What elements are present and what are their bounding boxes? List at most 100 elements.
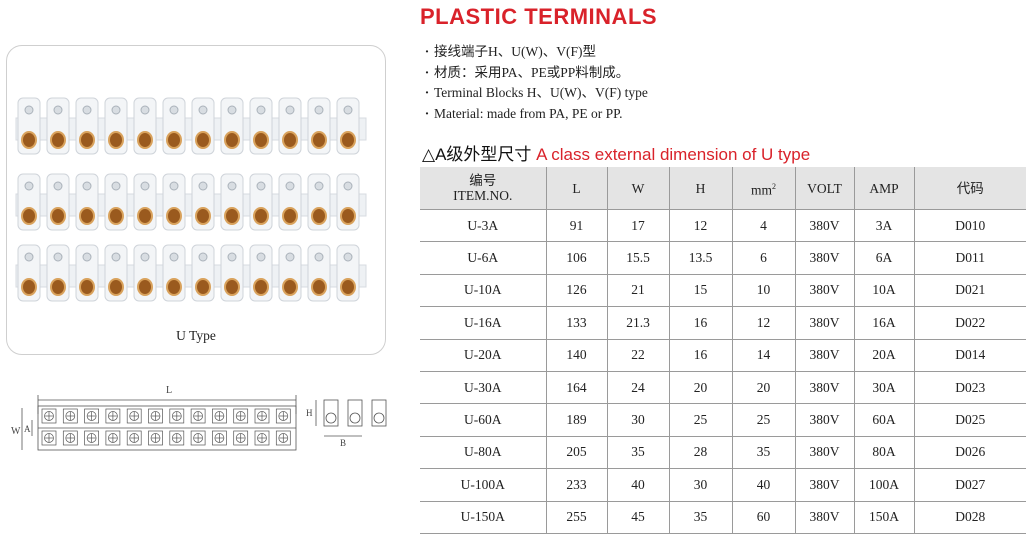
cell-item: U-30A	[420, 371, 547, 405]
brass-insert	[108, 278, 124, 296]
cell-code: D021	[914, 274, 1026, 308]
cell-item: U-10A	[420, 274, 547, 308]
screw-head	[227, 105, 237, 115]
cell-item: U-100A	[420, 468, 547, 502]
brass-insert	[21, 278, 37, 296]
brass-insert	[253, 278, 269, 296]
screw-head	[314, 181, 324, 191]
header-amp: AMP	[854, 167, 915, 210]
brass-insert	[340, 207, 356, 225]
drawing-terminal	[126, 408, 142, 424]
cell-l: 126	[546, 274, 608, 308]
header-mm2: mm2	[732, 167, 796, 210]
brass-insert	[195, 278, 211, 296]
cell-mm2: 20	[732, 371, 796, 405]
screw-head	[53, 105, 63, 115]
screw-head	[111, 252, 121, 262]
cell-h: 13.5	[669, 241, 733, 275]
drawing-terminal	[62, 430, 78, 446]
screw-head	[82, 252, 92, 262]
brass-insert	[79, 131, 95, 149]
drawing-terminal	[254, 408, 270, 424]
header-h: H	[669, 167, 733, 210]
brass-insert	[137, 131, 153, 149]
table-row: U-10A 126 21 15 10 380V 10A D021	[420, 274, 1026, 308]
cell-item: U-6A	[420, 241, 547, 275]
brass-insert	[340, 131, 356, 149]
cell-code: D014	[914, 339, 1026, 372]
table-header-row: 编号 ITEM.NO. L W H mm2 VOLT AMP 代码	[420, 167, 1026, 210]
cell-mm2: 60	[732, 501, 796, 534]
drawing-terminal	[105, 430, 121, 446]
cell-amp: 100A	[854, 468, 915, 502]
header-code: 代码	[914, 167, 1026, 210]
drawing-terminal	[190, 430, 206, 446]
cell-amp: 10A	[854, 274, 915, 308]
cell-h: 20	[669, 371, 733, 405]
cell-code: D027	[914, 468, 1026, 502]
cell-h: 30	[669, 468, 733, 502]
terminal-strip	[15, 97, 367, 155]
screw-head	[343, 105, 353, 115]
screw-head	[140, 252, 150, 262]
brass-insert	[108, 207, 124, 225]
header-mm-sup: 2	[772, 181, 776, 191]
brass-insert	[282, 278, 298, 296]
screw-head	[111, 181, 121, 191]
cell-w: 30	[607, 403, 670, 437]
drawing-terminal	[212, 408, 227, 424]
cell-volt: 380V	[795, 241, 855, 275]
cell-volt: 380V	[795, 339, 855, 372]
brass-insert	[50, 207, 66, 225]
brass-insert	[195, 131, 211, 149]
drawing-terminal	[126, 430, 142, 446]
cell-code: D022	[914, 306, 1026, 340]
label-a: A	[24, 424, 31, 434]
header-item-cn: 编号	[469, 173, 497, 188]
brass-insert	[79, 278, 95, 296]
screw-head	[256, 105, 266, 115]
drawing-terminal	[41, 408, 57, 424]
screw-head	[82, 181, 92, 191]
screw-head	[256, 181, 266, 191]
drawing-terminal	[254, 430, 270, 446]
brass-insert	[253, 131, 269, 149]
cell-h: 16	[669, 339, 733, 372]
header-volt: VOLT	[795, 167, 855, 210]
cell-w: 40	[607, 468, 670, 502]
table-row: U-60A 189 30 25 25 380V 60A D025	[420, 403, 1026, 437]
drawing-terminal	[233, 408, 249, 424]
screw-head	[53, 252, 63, 262]
table-row: U-6A 106 15.5 13.5 6 380V 6A D011	[420, 241, 1026, 275]
cell-mm2: 12	[732, 306, 796, 340]
brass-insert	[311, 207, 327, 225]
cell-h: 16	[669, 306, 733, 340]
cell-w: 22	[607, 339, 670, 372]
cell-mm2: 10	[732, 274, 796, 308]
cell-item: U-3A	[420, 209, 547, 243]
cell-mm2: 6	[732, 241, 796, 275]
screw-head	[169, 105, 179, 115]
cell-h: 15	[669, 274, 733, 308]
subtitle-english: A class external dimension of U type	[536, 145, 811, 164]
cell-l: 164	[546, 371, 608, 405]
table-row: U-30A 164 24 20 20 380V 30A D023	[420, 371, 1026, 405]
cell-l: 255	[546, 501, 608, 534]
screw-head	[343, 252, 353, 262]
cell-code: D023	[914, 371, 1026, 405]
screw-head	[256, 252, 266, 262]
drawing-terminal	[212, 430, 227, 446]
brass-insert	[282, 207, 298, 225]
drawing-terminal	[275, 408, 291, 424]
brass-insert	[50, 131, 66, 149]
label-b: B	[340, 438, 346, 448]
screw-head	[198, 181, 208, 191]
cell-l: 106	[546, 241, 608, 275]
cell-code: D010	[914, 209, 1026, 243]
cell-code: D026	[914, 436, 1026, 470]
cell-h: 25	[669, 403, 733, 437]
cell-volt: 380V	[795, 306, 855, 340]
cell-item: U-150A	[420, 501, 547, 534]
cell-amp: 16A	[854, 306, 915, 340]
terminal-strip-photo	[15, 97, 367, 302]
